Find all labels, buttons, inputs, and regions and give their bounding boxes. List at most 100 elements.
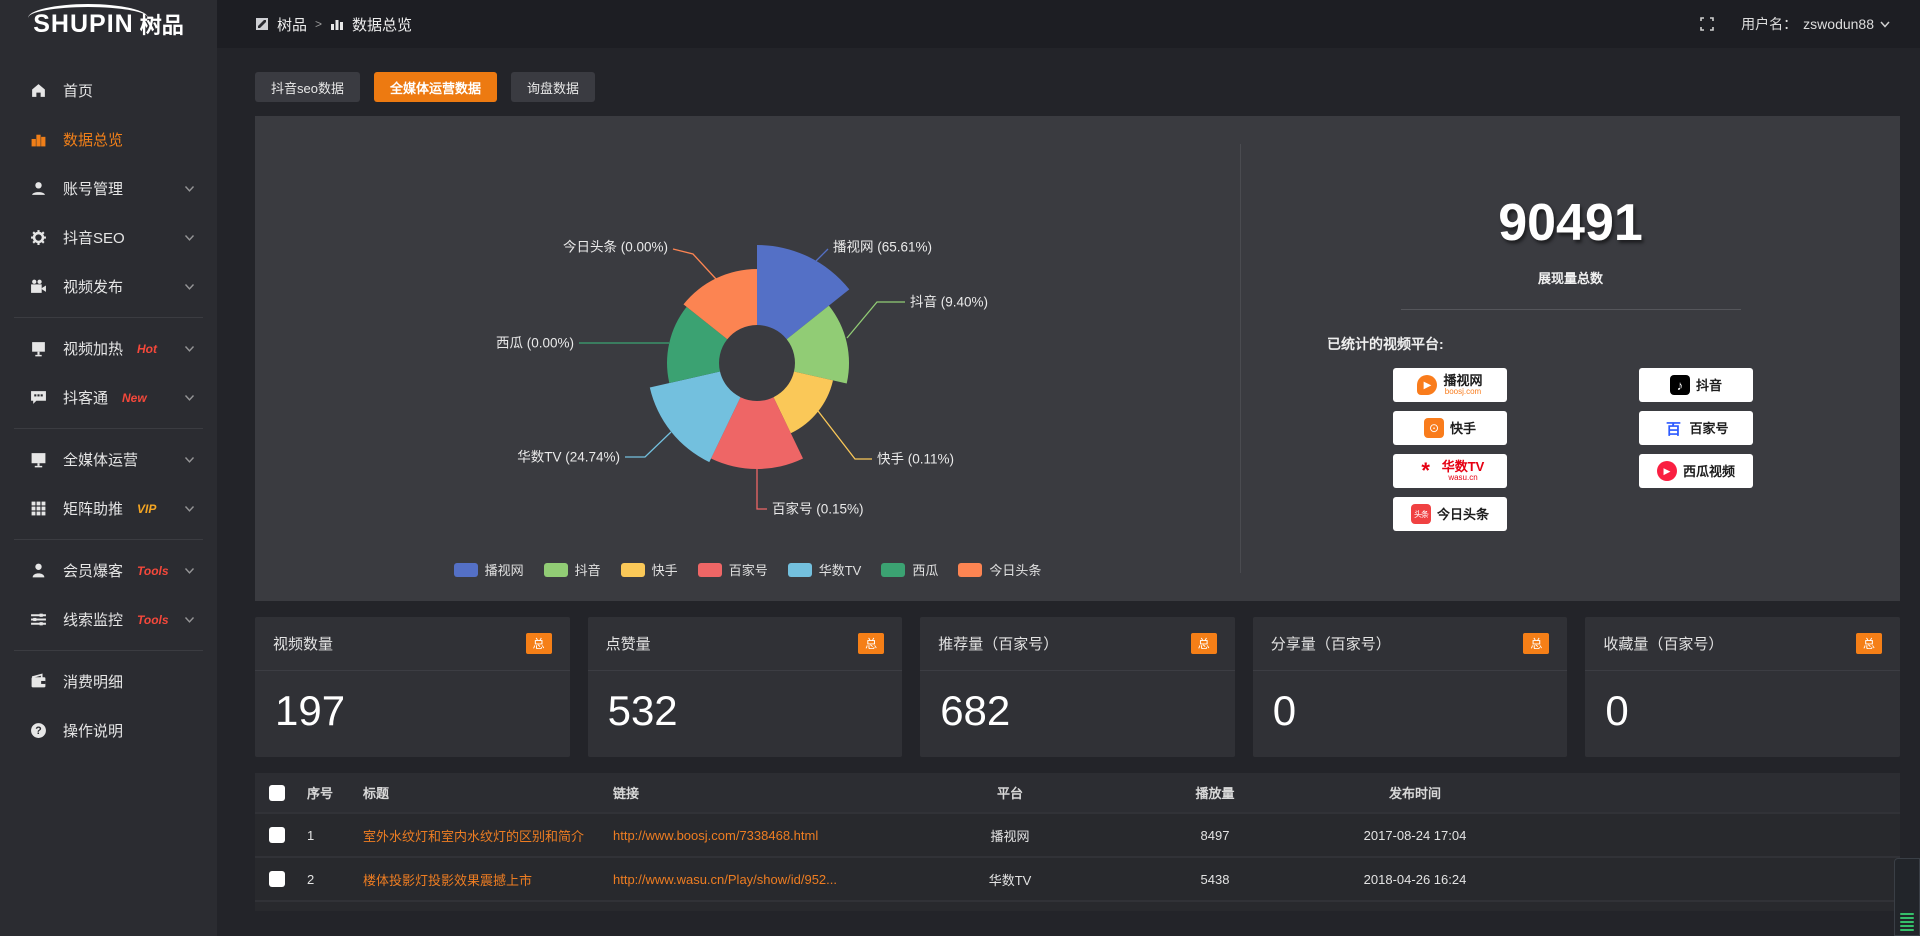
sidebar-item-person[interactable]: 会员爆客 Tools [0,546,217,595]
stat-card-value: 682 [940,687,1011,734]
home-icon [30,82,47,99]
summary-divider [1400,309,1741,310]
grid-icon [30,500,47,517]
platform-badge-wasu[interactable]: * 华数TV wasu.cn [1393,454,1507,488]
tab-strip: 抖音seo数据 全媒体运营数据 询盘数据 [255,72,1900,102]
cell-time: 2017-08-24 17:04 [1363,827,1467,843]
sidebar-item-question[interactable]: ? 操作说明 [0,706,217,755]
sidebar-item-video[interactable]: 视频发布 [0,262,217,311]
legend-item[interactable]: 百家号 [697,560,768,579]
platform-badge-toutiao[interactable]: 头条 今日头条 [1393,497,1507,531]
row-checkbox[interactable] [269,827,285,844]
stat-card-title: 分享量（百家号） [1270,636,1391,653]
chevron-down-icon [184,283,195,291]
total-badge[interactable]: 总 [525,633,552,654]
cell-platform: 播视网 [990,828,1030,844]
platform-badge-douyin[interactable]: ♪ 抖音 [1639,368,1753,402]
sidebar-item-label: 视频加热 [63,341,124,358]
breadcrumb-root[interactable]: 树品 [277,16,308,34]
total-badge[interactable]: 总 [1855,633,1882,654]
sidebar-badge: Hot [137,341,158,356]
app-logo[interactable]: SHUPIN 树品 [0,0,217,48]
legend-item[interactable]: 播视网 [453,560,524,579]
sidebar-item-bar-chart[interactable]: 数据总览 [0,115,217,164]
pie-slice-6[interactable] [683,269,758,340]
stat-cards-row: 视频数量总 197 点赞量总 532 推荐量（百家号）总 682 分享量（百家号）总 0 收藏量… [255,617,1900,757]
sidebar-item-user[interactable]: 账号管理 [0,164,217,213]
sidebar-item-label: 消费明细 [63,674,124,691]
table-row-partial [255,901,1900,911]
sidebar-badge: VIP [137,501,157,516]
pie-slice-label: 播视网 (65.61%) [833,240,932,255]
sidebar-item-home[interactable]: 首页 [0,66,217,115]
platforms-title: 已统计的视频平台: [1327,336,1444,352]
impressions-total-label: 展现量总数 [1537,271,1603,286]
platform-badge-kuaishou[interactable]: ⊙ 快手 [1393,411,1507,445]
pie-slice-1[interactable] [786,305,850,384]
video-icon [30,278,47,295]
bar-chart-icon [30,131,47,148]
sidebar-item-wallet[interactable]: 消费明细 [0,657,217,706]
cell-link[interactable]: http://www.boosj.com/7338468.html [613,827,819,843]
sidebar-item-gear[interactable]: 抖音SEO [0,213,217,262]
legend-swatch [543,562,568,577]
platform-cell [1573,497,1819,531]
user-menu[interactable]: 用户名： zswodun88 [1741,14,1890,34]
row-checkbox[interactable] [269,871,285,888]
column-header-2: 链接 [605,773,895,814]
tab-0[interactable]: 抖音seo数据 [255,72,360,102]
sidebar-item-sliders[interactable]: 线索监控 Tools [0,595,217,644]
sidebar-item-chat[interactable]: 抖客通 New [0,373,217,422]
legend-label: 快手 [651,563,678,578]
tab-2[interactable]: 询盘数据 [510,72,595,102]
logo-arc [28,4,148,18]
chevron-down-icon [184,616,195,624]
overview-panel: 播视网 (65.61%) 抖音 (9.40%) 快手 (0.11%) 百家号 (0.1… [255,116,1900,601]
monitor-icon [30,451,47,468]
legend-swatch [620,562,645,577]
legend-item[interactable]: 今日头条 [958,560,1041,579]
cell-title[interactable]: 楼体投影灯投影效果震撼上市 [363,872,533,888]
bar-chart-icon [330,17,344,31]
table-body: 1 室外水纹灯和室内水纹灯的区别和简介 http://www.boosj.com/7… [255,813,1900,911]
sidebar-item-label: 数据总览 [63,132,124,149]
sidebar-divider [14,650,203,651]
person-icon [30,562,47,579]
legend-item[interactable]: 华数TV [787,560,861,579]
platform-badge-boosj[interactable]: ▶ 播视网 boosj.com [1393,368,1507,402]
pie-slice-0[interactable] [757,244,850,340]
label-leader-line [625,431,672,458]
sidebar-item-label: 操作说明 [63,723,124,740]
floating-widget[interactable] [1894,858,1920,936]
legend-item[interactable]: 西瓜 [881,560,938,579]
platform-rose-chart: 播视网 (65.61%) 抖音 (9.40%) 快手 (0.11%) 百家号 (0.1… [255,116,1240,601]
total-badge[interactable]: 总 [1523,633,1550,654]
legend-item[interactable]: 快手 [620,560,678,579]
sidebar-item-label: 账号管理 [63,181,124,198]
videos-table-wrap: 序号 标题 链接 平台 播放量 发布时间 1 室外水纹灯和室内水纹灯的区别和简介 http:/… [255,773,1900,911]
breadcrumb-current[interactable]: 数据总览 [352,16,413,34]
stat-card-header: 分享量（百家号） 总 [1252,617,1568,671]
total-badge[interactable]: 总 [1190,633,1217,654]
cell-link[interactable]: http://www.wasu.cn/Play/show/id/952... [613,871,837,887]
pie-slice-4[interactable] [649,371,741,463]
platform-badge-baijiahao[interactable]: 百百家号 [1639,411,1753,445]
platform-cell: * 华数TV wasu.cn [1327,454,1573,488]
sidebar-menu: 首页数据总览账号管理抖音SEO 视频发布视频加热 Hot 抖客通 New 全媒体运营矩阵助… [0,66,217,755]
pie-slice-5[interactable] [667,306,728,383]
select-all-checkbox[interactable] [269,784,285,801]
platform-badge-xigua[interactable]: ▶ 西瓜视频 [1639,454,1753,488]
sidebar-item-label: 抖音SEO [63,230,125,247]
legend-item[interactable]: 抖音 [543,560,601,579]
total-badge[interactable]: 总 [858,633,885,654]
legend-label: 今日头条 [989,563,1042,578]
tab-1[interactable]: 全媒体运营数据 [373,72,497,102]
sidebar-item-heat[interactable]: 视频加热 Hot [0,324,217,373]
sidebar-item-label: 全媒体运营 [63,452,139,469]
sidebar-item-grid[interactable]: 矩阵助推 VIP [0,484,217,533]
pie-slice-3[interactable] [711,397,803,470]
fullscreen-icon[interactable] [1699,16,1715,32]
sidebar-item-monitor[interactable]: 全媒体运营 [0,435,217,484]
pie-slice-2[interactable] [773,371,834,434]
cell-title[interactable]: 室外水纹灯和室内水纹灯的区别和简介 [363,828,585,844]
